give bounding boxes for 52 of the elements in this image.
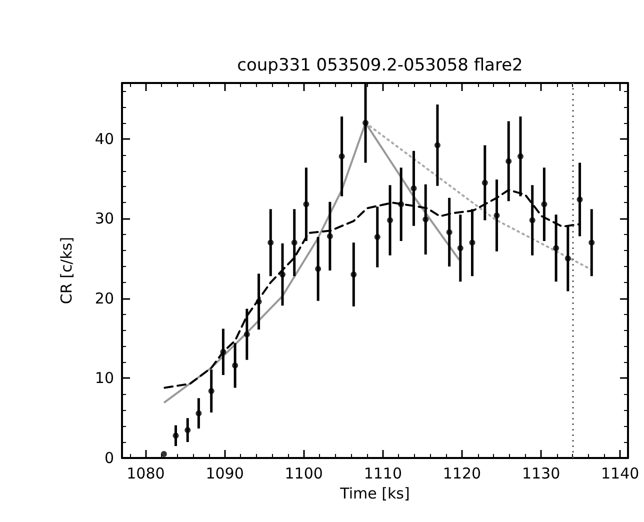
point [338, 153, 345, 160]
y-axis-title: CR [c/ks] [58, 236, 76, 304]
point [256, 298, 262, 305]
y-tick-label: 40 [94, 130, 114, 148]
point [208, 388, 214, 394]
point [196, 410, 202, 416]
point [457, 245, 464, 252]
point [172, 432, 179, 439]
point [434, 142, 440, 148]
point [482, 180, 488, 186]
x-tick-label: 1130 [522, 464, 560, 482]
x-tick-label: 1100 [284, 464, 323, 482]
point [469, 240, 476, 246]
point [529, 217, 536, 224]
point [387, 217, 394, 224]
point [576, 196, 583, 202]
x-axis-title: Time [ks] [339, 484, 410, 502]
point [553, 245, 560, 252]
point [506, 158, 512, 164]
x-tick-label: 1090 [206, 464, 244, 482]
chart-title: coup331 053509.2-053058 flare2 [237, 56, 523, 76]
x-tick-label: 1140 [601, 464, 640, 482]
point [446, 229, 452, 236]
point [280, 271, 286, 278]
x-tick-label: 1110 [364, 464, 402, 482]
point [291, 240, 298, 246]
point [315, 266, 322, 272]
point [588, 240, 595, 246]
point [350, 271, 357, 278]
x-tick-label: 1080 [126, 464, 165, 482]
point [232, 362, 238, 368]
point [410, 185, 417, 192]
x-tick-label: 1120 [442, 464, 482, 482]
point [494, 212, 500, 218]
point [398, 201, 404, 208]
point [564, 256, 571, 262]
y-tick-label: 30 [94, 210, 114, 228]
point [184, 427, 191, 434]
point [362, 120, 369, 126]
point [268, 240, 274, 246]
point [541, 201, 548, 208]
y-tick-label: 20 [94, 289, 114, 308]
point [303, 201, 310, 208]
point [326, 233, 333, 240]
point [160, 451, 167, 458]
point [374, 234, 380, 240]
point [517, 153, 524, 160]
y-tick-label: 10 [94, 369, 114, 388]
y-tick-label: 0 [104, 449, 114, 467]
point [220, 348, 226, 355]
point [422, 216, 429, 222]
point [244, 331, 250, 338]
